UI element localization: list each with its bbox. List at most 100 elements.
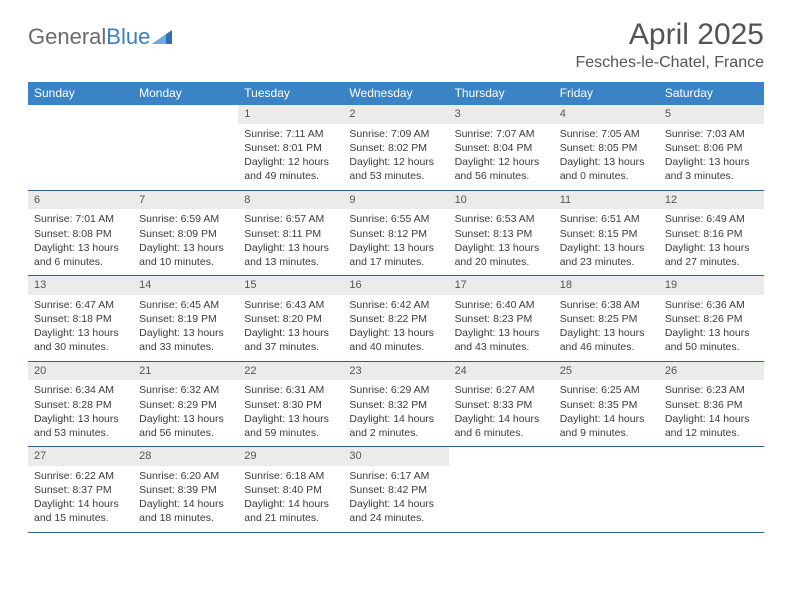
day-number: 20: [28, 362, 133, 381]
day-sunrise: Sunrise: 6:34 AM: [34, 383, 127, 397]
day-sunset: Sunset: 8:37 PM: [34, 483, 127, 497]
day-body: Sunrise: 6:18 AMSunset: 8:40 PMDaylight:…: [238, 466, 343, 532]
day-sunset: Sunset: 8:05 PM: [560, 141, 653, 155]
day-body: Sunrise: 6:27 AMSunset: 8:33 PMDaylight:…: [449, 380, 554, 446]
day-daylight: Daylight: 13 hours and 53 minutes.: [34, 412, 127, 440]
day-cell: 16Sunrise: 6:42 AMSunset: 8:22 PMDayligh…: [343, 276, 448, 361]
day-cell: 24Sunrise: 6:27 AMSunset: 8:33 PMDayligh…: [449, 362, 554, 447]
day-number: 16: [343, 276, 448, 295]
day-sunset: Sunset: 8:16 PM: [665, 227, 758, 241]
day-sunrise: Sunrise: 6:49 AM: [665, 212, 758, 226]
day-sunset: Sunset: 8:39 PM: [139, 483, 232, 497]
day-cell: 1Sunrise: 7:11 AMSunset: 8:01 PMDaylight…: [238, 105, 343, 190]
logo-triangle-icon: [152, 24, 172, 50]
day-body: Sunrise: 7:07 AMSunset: 8:04 PMDaylight:…: [449, 124, 554, 190]
day-sunrise: Sunrise: 6:45 AM: [139, 298, 232, 312]
day-sunrise: Sunrise: 6:43 AM: [244, 298, 337, 312]
day-body: Sunrise: 6:25 AMSunset: 8:35 PMDaylight:…: [554, 380, 659, 446]
day-body: Sunrise: 7:03 AMSunset: 8:06 PMDaylight:…: [659, 124, 764, 190]
day-sunset: Sunset: 8:02 PM: [349, 141, 442, 155]
day-daylight: Daylight: 13 hours and 0 minutes.: [560, 155, 653, 183]
day-cell: 30Sunrise: 6:17 AMSunset: 8:42 PMDayligh…: [343, 447, 448, 532]
day-number: 2: [343, 105, 448, 124]
day-sunset: Sunset: 8:13 PM: [455, 227, 548, 241]
day-daylight: Daylight: 13 hours and 56 minutes.: [139, 412, 232, 440]
day-daylight: Daylight: 14 hours and 24 minutes.: [349, 497, 442, 525]
day-sunrise: Sunrise: 6:29 AM: [349, 383, 442, 397]
day-body: Sunrise: 6:38 AMSunset: 8:25 PMDaylight:…: [554, 295, 659, 361]
week-row: 20Sunrise: 6:34 AMSunset: 8:28 PMDayligh…: [28, 362, 764, 448]
day-cell: [554, 447, 659, 532]
day-cell: 15Sunrise: 6:43 AMSunset: 8:20 PMDayligh…: [238, 276, 343, 361]
logo-text-2: Blue: [106, 24, 150, 50]
day-of-week-header: Sunday Monday Tuesday Wednesday Thursday…: [28, 82, 764, 105]
day-body: Sunrise: 6:32 AMSunset: 8:29 PMDaylight:…: [133, 380, 238, 446]
day-cell: [133, 105, 238, 190]
day-sunrise: Sunrise: 6:36 AM: [665, 298, 758, 312]
day-cell: 9Sunrise: 6:55 AMSunset: 8:12 PMDaylight…: [343, 191, 448, 276]
day-body: Sunrise: 7:11 AMSunset: 8:01 PMDaylight:…: [238, 124, 343, 190]
day-number: 28: [133, 447, 238, 466]
day-daylight: Daylight: 13 hours and 33 minutes.: [139, 326, 232, 354]
day-sunset: Sunset: 8:36 PM: [665, 398, 758, 412]
day-number: 18: [554, 276, 659, 295]
day-number: 7: [133, 191, 238, 210]
day-sunset: Sunset: 8:01 PM: [244, 141, 337, 155]
day-number: 17: [449, 276, 554, 295]
day-daylight: Daylight: 13 hours and 46 minutes.: [560, 326, 653, 354]
day-daylight: Daylight: 14 hours and 15 minutes.: [34, 497, 127, 525]
day-sunset: Sunset: 8:23 PM: [455, 312, 548, 326]
day-cell: 20 Sunrise: 6:34 AMSunset: 8:28 PMDayligh…: [28, 362, 133, 447]
day-number: 14: [133, 276, 238, 295]
day-cell: 26Sunrise: 6:23 AMSunset: 8:36 PMDayligh…: [659, 362, 764, 447]
day-sunrise: Sunrise: 6:57 AM: [244, 212, 337, 226]
day-sunrise: Sunrise: 6:42 AM: [349, 298, 442, 312]
day-sunrise: Sunrise: 6:32 AM: [139, 383, 232, 397]
day-daylight: Daylight: 13 hours and 3 minutes.: [665, 155, 758, 183]
day-sunset: Sunset: 8:06 PM: [665, 141, 758, 155]
day-sunrise: Sunrise: 7:09 AM: [349, 127, 442, 141]
day-cell: 19Sunrise: 6:36 AMSunset: 8:26 PMDayligh…: [659, 276, 764, 361]
day-sunrise: Sunrise: 6:25 AM: [560, 383, 653, 397]
day-cell: [28, 105, 133, 190]
day-sunset: Sunset: 8:30 PM: [244, 398, 337, 412]
day-cell: 13Sunrise: 6:47 AMSunset: 8:18 PMDayligh…: [28, 276, 133, 361]
dow-saturday: Saturday: [659, 82, 764, 105]
day-body: Sunrise: 7:05 AMSunset: 8:05 PMDaylight:…: [554, 124, 659, 190]
title-block: April 2025 Fesches-le-Chatel, France: [575, 18, 764, 72]
day-body: Sunrise: 6:45 AMSunset: 8:19 PMDaylight:…: [133, 295, 238, 361]
day-sunset: Sunset: 8:28 PM: [34, 398, 127, 412]
day-sunrise: Sunrise: 6:20 AM: [139, 469, 232, 483]
week-row: 1Sunrise: 7:11 AMSunset: 8:01 PMDaylight…: [28, 105, 764, 191]
day-sunset: Sunset: 8:11 PM: [244, 227, 337, 241]
day-sunset: Sunset: 8:08 PM: [34, 227, 127, 241]
day-daylight: Daylight: 12 hours and 56 minutes.: [455, 155, 548, 183]
day-sunset: Sunset: 8:35 PM: [560, 398, 653, 412]
week-row: 27Sunrise: 6:22 AMSunset: 8:37 PMDayligh…: [28, 447, 764, 533]
day-body: Sunrise: 6:40 AMSunset: 8:23 PMDaylight:…: [449, 295, 554, 361]
day-sunset: Sunset: 8:33 PM: [455, 398, 548, 412]
day-number: 22: [238, 362, 343, 381]
day-sunrise: Sunrise: 7:11 AM: [244, 127, 337, 141]
day-sunrise: Sunrise: 6:40 AM: [455, 298, 548, 312]
day-sunrise: Sunrise: 6:55 AM: [349, 212, 442, 226]
header: GeneralBlue April 2025 Fesches-le-Chatel…: [28, 18, 764, 72]
day-sunrise: Sunrise: 6:59 AM: [139, 212, 232, 226]
day-sunrise: Sunrise: 7:01 AM: [34, 212, 127, 226]
day-body: Sunrise: 6:57 AMSunset: 8:11 PMDaylight:…: [238, 209, 343, 275]
day-number: 1: [238, 105, 343, 124]
day-body: Sunrise: 6:47 AMSunset: 8:18 PMDaylight:…: [28, 295, 133, 361]
day-cell: 14Sunrise: 6:45 AMSunset: 8:19 PMDayligh…: [133, 276, 238, 361]
day-number: 27: [28, 447, 133, 466]
day-daylight: Daylight: 12 hours and 53 minutes.: [349, 155, 442, 183]
day-number: 13: [28, 276, 133, 295]
day-sunrise: Sunrise: 6:47 AM: [34, 298, 127, 312]
day-body: Sunrise: 6:42 AMSunset: 8:22 PMDaylight:…: [343, 295, 448, 361]
day-number: 8: [238, 191, 343, 210]
day-number: 12: [659, 191, 764, 210]
day-sunset: Sunset: 8:42 PM: [349, 483, 442, 497]
day-daylight: Daylight: 13 hours and 50 minutes.: [665, 326, 758, 354]
day-sunrise: Sunrise: 6:31 AM: [244, 383, 337, 397]
day-daylight: Daylight: 14 hours and 18 minutes.: [139, 497, 232, 525]
day-cell: [449, 447, 554, 532]
